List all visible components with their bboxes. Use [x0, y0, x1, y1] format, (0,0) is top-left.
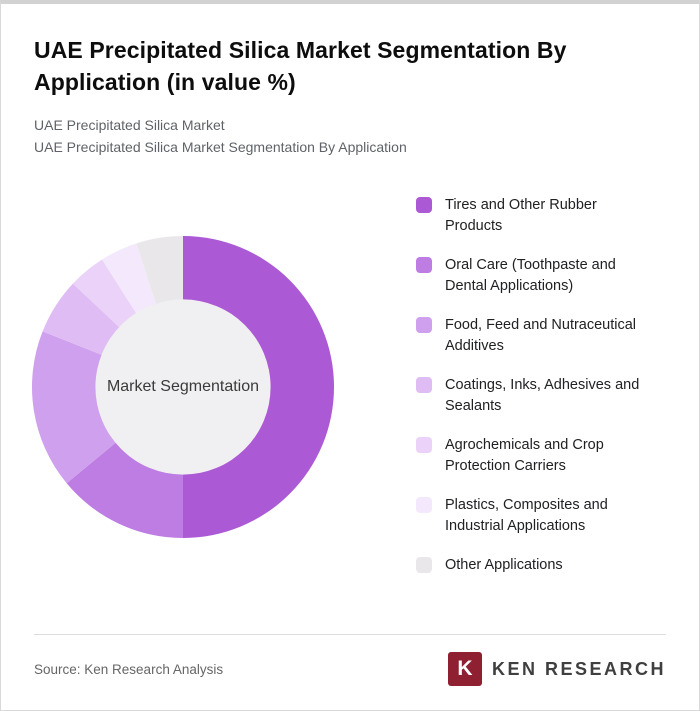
legend-swatch: [416, 556, 432, 573]
source-note: Source: Ken Research Analysis: [34, 661, 224, 677]
subtitle-line-1: UAE Precipitated Silica Market: [34, 117, 225, 134]
chart-legend: Tires and Other Rubber Products Oral Care…: [416, 195, 657, 594]
legend-swatch: [416, 496, 432, 513]
donut-chart: Market Segmentation: [13, 217, 353, 557]
legend-label: Tires and Other Rubber Products: [445, 196, 597, 234]
ken-research-logo-text: KEN RESEARCH: [491, 658, 666, 679]
legend-label: Food, Feed and Nutraceutical Additives: [445, 316, 637, 354]
legend-item: Food, Feed and Nutraceutical Additives: [416, 315, 657, 357]
legend-swatch: [416, 196, 432, 213]
donut-hole: [95, 299, 271, 475]
legend-label: Agrochemicals and Crop Protection Carrie…: [445, 436, 604, 474]
legend-label: Oral Care (Toothpaste and Dental Applica…: [445, 256, 616, 294]
donut-chart-svg: [31, 235, 334, 538]
subtitle-line-2: UAE Precipitated Silica Market Segmentat…: [34, 139, 407, 156]
legend-swatch: [416, 316, 432, 333]
legend-item: Other Applications: [416, 555, 657, 576]
legend-item: Tires and Other Rubber Products: [416, 195, 657, 237]
legend-item: Oral Care (Toothpaste and Dental Applica…: [416, 255, 657, 297]
page-title: UAE Precipitated Silica Market Segmentat…: [34, 37, 567, 96]
legend-swatch: [416, 436, 432, 453]
subtitle-block: UAE Precipitated Silica Market UAE Preci…: [34, 115, 666, 158]
ken-research-logo-mark: K: [447, 652, 482, 686]
legend-label: Plastics, Composites and Industrial Appl…: [445, 496, 608, 534]
ken-research-logo: K KEN RESEARCH: [447, 652, 666, 686]
legend-swatch: [416, 376, 432, 393]
footer-divider: [34, 634, 666, 635]
footer: Source: Ken Research Analysis K KEN RESE…: [34, 634, 666, 686]
legend-label: Coatings, Inks, Adhesives and Sealants: [445, 376, 640, 414]
legend-swatch: [416, 256, 432, 273]
legend-label: Other Applications: [445, 556, 563, 573]
legend-item: Plastics, Composites and Industrial Appl…: [416, 495, 657, 537]
legend-item: Agrochemicals and Crop Protection Carrie…: [416, 435, 657, 477]
chart-section: Market Segmentation Tires and Other Rubb…: [31, 193, 666, 594]
legend-item: Coatings, Inks, Adhesives and Sealants: [416, 375, 657, 417]
